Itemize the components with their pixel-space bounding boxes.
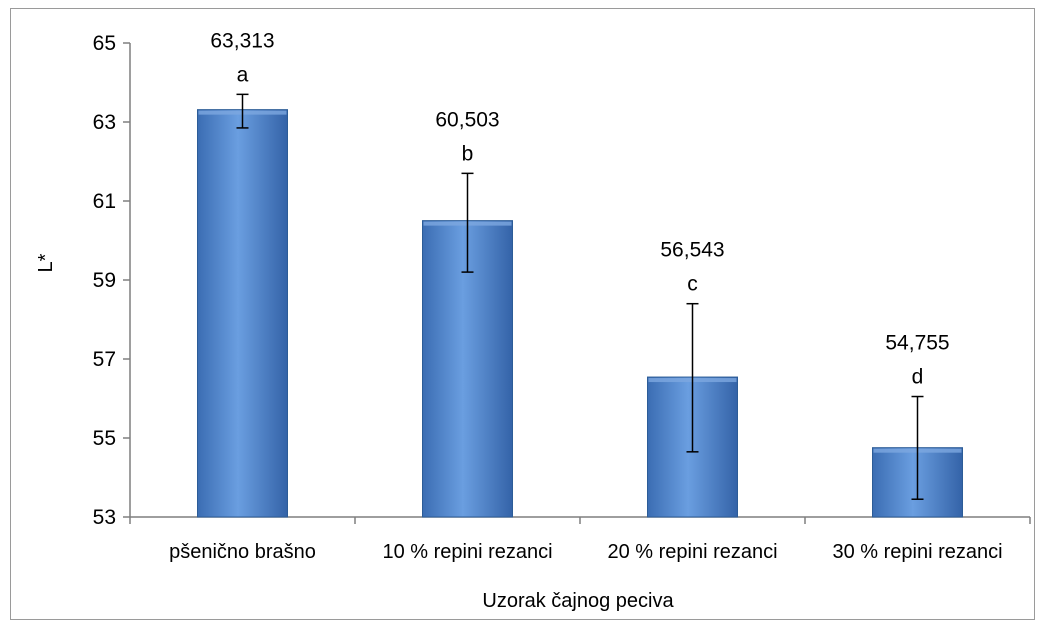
chart-frame [10,8,1035,620]
significance-letter: c [687,273,698,296]
y-tick-label: 57 [93,348,116,371]
x-tick-label: pšenično brašno [169,541,316,563]
y-axis-title: L* [35,253,57,272]
x-tick-label: 30 % repini rezanci [832,541,1002,563]
bar [197,109,288,518]
y-tick-label: 61 [93,190,116,213]
x-axis-title: Uzorak čajnog peciva [482,590,674,612]
y-tick-label: 65 [93,32,116,55]
significance-letter: b [462,142,474,165]
data-label: 56,543 [660,239,724,262]
data-label: 60,503 [435,108,499,131]
significance-letter: a [237,63,249,86]
y-tick-label: 53 [93,506,116,529]
data-label: 63,313 [210,29,274,52]
y-tick-label: 59 [93,269,116,292]
significance-letter: d [912,366,924,389]
y-tick-label: 63 [93,111,116,134]
data-label: 54,755 [885,332,949,355]
y-tick-label: 55 [93,427,116,450]
x-tick-label: 20 % repini rezanci [607,541,777,563]
x-tick-label: 10 % repini rezanci [382,541,552,563]
